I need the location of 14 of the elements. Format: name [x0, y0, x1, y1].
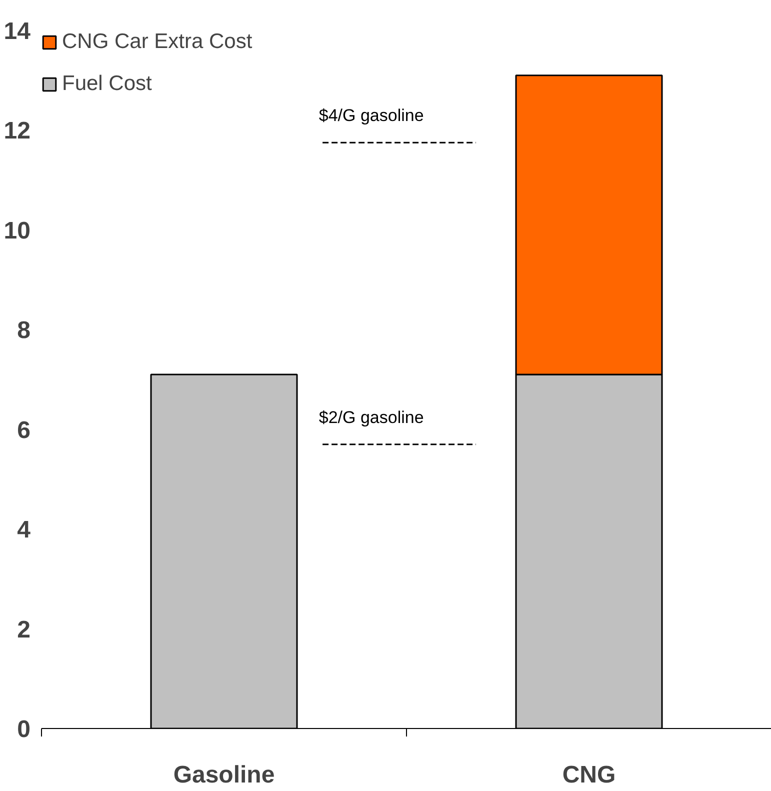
ref-line-label: $4/G gasoline [318, 106, 424, 126]
x-tick-label: CNG [562, 762, 616, 788]
ref-line-label: $2/G gasoline [318, 408, 424, 427]
y-tick-label: 2 [17, 616, 31, 644]
legend-label: Fuel Cost [62, 72, 152, 96]
y-tick-label: 10 [4, 217, 31, 244]
x-tick-label: Gasoline [173, 762, 275, 788]
y-tick-label: 8 [17, 317, 31, 344]
y-tick-label: 4 [17, 516, 32, 544]
y-tick-label: 14 [4, 18, 32, 45]
y-tick-label: 6 [17, 416, 31, 444]
legend-label: CNG Car Extra Cost [62, 30, 252, 54]
y-tick-label: 0 [17, 716, 31, 743]
y-tick-label: 12 [4, 118, 31, 145]
